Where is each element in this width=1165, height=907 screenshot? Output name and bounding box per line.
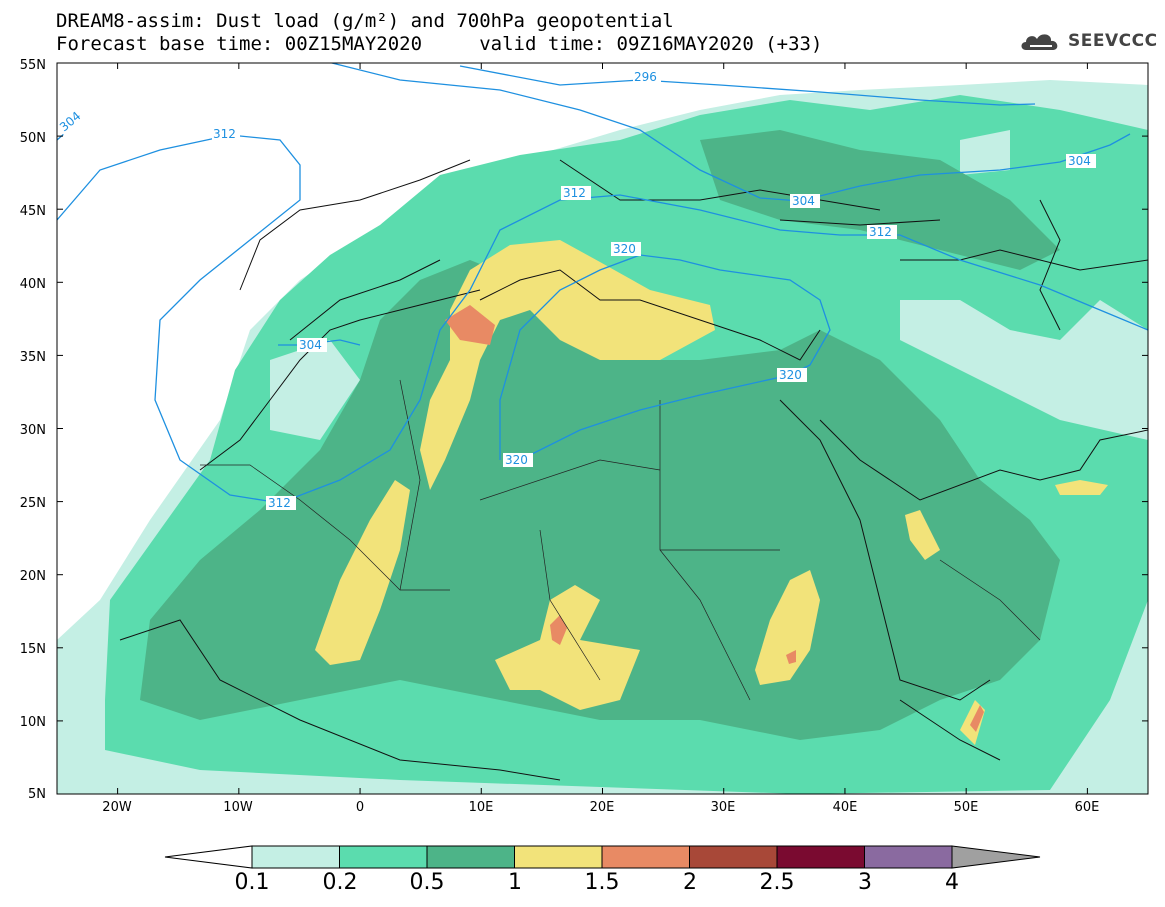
contour-label: 312 (266, 496, 296, 510)
contour-label: 320 (503, 453, 533, 467)
colorbar-label: 3 (858, 870, 872, 895)
lon-label: 0 (355, 800, 365, 815)
dust-area-1-sudan (755, 570, 820, 685)
contour-label-text: 312 (869, 225, 892, 239)
contour-label-text: 296 (634, 70, 657, 84)
contour-label-text: 304 (792, 194, 815, 208)
country-borders (200, 379, 1041, 701)
map-subtitle-times: Forecast base time: 00Z15MAY2020 valid t… (56, 33, 823, 55)
contour-label-text: 320 (779, 368, 802, 382)
clean-area-caspian (960, 130, 1010, 175)
lon-label: 20W (102, 800, 132, 815)
lon-label: 50E (953, 800, 979, 815)
colorbar-label: 4 (945, 870, 959, 895)
contour-label-text: 320 (613, 242, 636, 256)
colorbar-label: 0.2 (322, 870, 358, 895)
lon-label: 10W (223, 800, 253, 815)
cloud-icon (1021, 34, 1058, 50)
lon-label: 30E (710, 800, 736, 815)
contour-label-text: 312 (563, 186, 586, 200)
colorbar-label: 2 (683, 870, 697, 895)
contour-label: 304 (1066, 154, 1096, 168)
contour-label-text: 312 (213, 127, 236, 141)
lat-label: 10N (19, 715, 46, 730)
contour-label-text: 304 (1068, 154, 1091, 168)
lon-label: 60E (1074, 800, 1100, 815)
dust-area-1-arabia (905, 510, 940, 560)
contour-label-text: 320 (505, 453, 528, 467)
seevccc-logo: SEEVCCC (1018, 28, 1158, 54)
dust-area-1-central-med (420, 240, 715, 490)
lat-label: 55N (19, 58, 46, 73)
colorbar-label: 1.5 (584, 870, 620, 895)
lat-label: 30N (19, 423, 46, 438)
dust-area-0.5-north (700, 130, 1060, 270)
logo-text: SEEVCCC (1068, 31, 1158, 51)
contour-label: 312 (561, 186, 591, 200)
contour-label: 304 (297, 338, 327, 352)
map-title: DREAM8-assim: Dust load (g/m²) and 700hP… (56, 10, 674, 32)
lat-label: 15N (19, 642, 46, 657)
contour-label: 312 (212, 127, 240, 141)
colorbar-label: 0.1 (234, 870, 270, 895)
lon-label: 10E (468, 800, 494, 815)
colorbar-label: 2.5 (759, 870, 795, 895)
coastlines (119, 159, 1148, 781)
contour-label-text: 304 (299, 338, 322, 352)
contour-label: 296 (633, 70, 661, 84)
lat-label: 25N (19, 496, 46, 511)
contour-label: 320 (611, 242, 641, 256)
clean-area-iberia (270, 340, 360, 440)
clean-area-arabia (900, 300, 1148, 440)
lat-label: 35N (19, 350, 46, 365)
colorbar-label: 0.5 (409, 870, 445, 895)
lon-label: 40E (832, 800, 858, 815)
lat-label: 20N (19, 569, 46, 584)
lat-label: 40N (19, 277, 46, 292)
lat-label: 45N (19, 204, 46, 219)
dust-area-1-sahara-west (315, 480, 410, 665)
contour-label: 320 (777, 368, 807, 382)
dust-area-1.5-sudan (786, 650, 796, 664)
lat-label: 50N (19, 131, 46, 146)
contour-label: 304 (790, 194, 820, 208)
dust-area-1.5-chad (550, 615, 567, 645)
dust-area-1.5-somalia (970, 705, 984, 732)
dust-area-1-gulf (1055, 480, 1108, 495)
contour-labels: 304 312 296 304 304 312 312 320 304 320 … (57, 70, 1096, 510)
dust-area-1.5-tunisia (445, 305, 495, 345)
contour-label-text: 312 (268, 496, 291, 510)
dust-area-1-chad (495, 585, 640, 710)
contour-label: 312 (867, 225, 897, 239)
geopotential-contours (57, 63, 1148, 504)
lat-label: 5N (28, 787, 46, 802)
colorbar-label: 1 (508, 870, 522, 895)
axis-ticks (57, 63, 1148, 794)
lon-label: 20E (589, 800, 615, 815)
